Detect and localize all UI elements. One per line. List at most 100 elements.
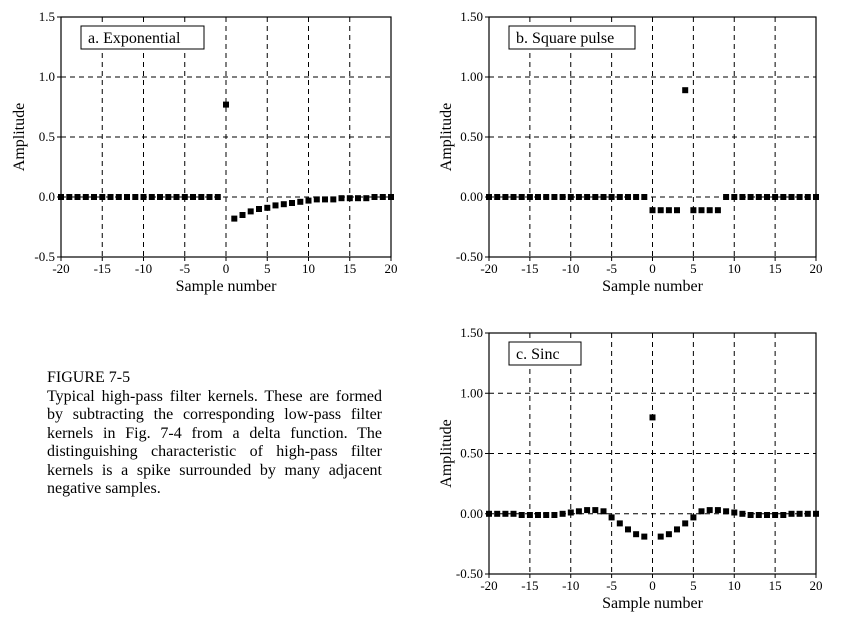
data-point [140,194,147,200]
data-point [600,508,607,515]
data-point [608,194,615,200]
x-tick-label: -20 [480,261,497,276]
data-point [231,215,238,222]
data-point [682,520,689,527]
data-point [641,194,648,200]
data-point [592,507,599,514]
data-point [665,207,672,214]
data-point [157,194,163,200]
data-point [706,207,713,214]
x-tick-label: 20 [810,578,823,593]
y-tick-label: 1.50 [460,9,483,24]
y-axis-label: Amplitude [11,103,28,171]
x-tick-label: 5 [690,261,697,276]
data-point [780,194,787,200]
caption-text: Typical high-pass filter kernels. These … [47,387,382,498]
data-point [322,196,328,203]
x-tick-label: -15 [94,261,111,276]
chart-title: a. Exponential [88,30,181,47]
data-point [518,194,525,200]
data-point [526,194,533,200]
data-point [247,208,254,215]
data-point [567,509,574,516]
data-point [363,195,370,202]
x-tick-label: -10 [562,578,579,593]
chart-title: b. Square pulse [516,30,614,47]
x-tick-label: 20 [810,261,823,276]
data-point [682,87,689,94]
data-point [714,207,721,214]
data-point [600,194,607,200]
data-point [731,509,738,516]
data-point [739,194,746,200]
x-tick-label: 10 [728,578,741,593]
data-point [575,508,582,515]
data-point [74,194,81,200]
x-tick-label: -5 [179,261,190,276]
data-point [198,194,205,200]
data-point [124,194,130,200]
data-point [272,202,279,209]
data-point [625,194,631,200]
data-point [804,194,811,200]
data-point [788,510,795,517]
data-point [206,194,213,200]
data-point [486,194,492,200]
data-point [772,194,779,200]
data-point [518,512,525,518]
data-point [764,512,770,518]
data-point [502,194,509,200]
x-tick-label: 10 [728,261,741,276]
data-point [772,512,779,518]
data-point [625,526,631,533]
data-point [551,512,558,518]
data-point [575,194,582,200]
data-point [657,207,664,214]
y-tick-label: 1.00 [460,69,483,84]
data-point [66,194,73,200]
data-point [747,512,754,518]
data-point [181,194,188,200]
data-point [115,194,122,200]
data-point [706,507,713,514]
figure-caption: FIGURE 7-5 Typical high-pass filter kern… [47,369,382,499]
data-point [346,195,353,202]
data-point [502,510,509,517]
x-tick-label: -5 [606,578,617,593]
y-tick-label: 0.00 [460,506,483,521]
data-point [543,512,550,518]
data-point [559,194,566,200]
data-point [592,194,599,200]
y-tick-label: -0.5 [34,249,55,264]
data-point [148,194,155,200]
data-point [813,510,819,517]
data-point [165,194,172,200]
x-tick-label: -10 [135,261,152,276]
data-point [214,194,221,200]
y-tick-label: 1.00 [460,385,483,400]
data-point [338,195,345,202]
data-point [355,195,361,202]
data-point [698,508,705,515]
x-tick-label: -5 [606,261,617,276]
data-point [543,194,550,200]
x-tick-label: -20 [480,578,497,593]
chart-title-box [508,25,636,50]
data-point [494,510,501,517]
x-tick-label: -20 [52,261,69,276]
data-point [99,194,106,200]
data-point [633,531,640,538]
x-tick-label: 15 [343,261,356,276]
data-point [223,101,229,108]
data-point [813,194,819,200]
data-point [764,194,770,200]
data-point [132,194,139,200]
data-point [674,207,680,214]
data-point [690,514,697,521]
data-point [723,508,730,515]
data-point [755,512,762,518]
y-tick-label: 0.0 [39,189,55,204]
data-point [256,206,262,212]
chart-title-box [508,341,582,366]
data-point [510,510,517,517]
